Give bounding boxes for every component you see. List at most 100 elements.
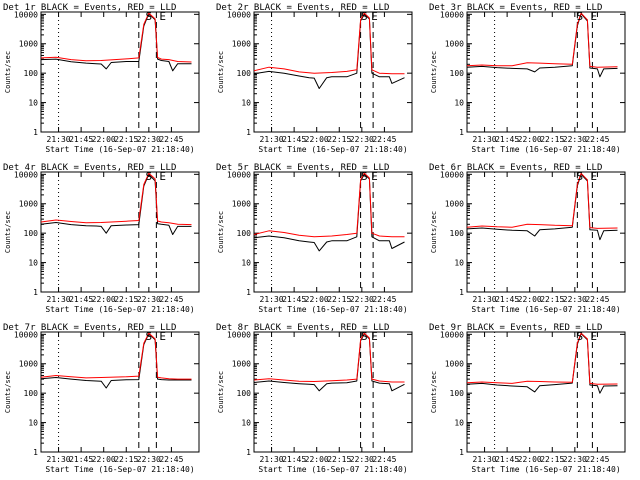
- x-tick-label: 21:30: [260, 135, 284, 144]
- detector-panel-9: Det 9r BLACK = Events, RED = LLD 1 10 100 10…: [429, 323, 626, 474]
- x-tick-label: 21:30: [47, 295, 71, 304]
- x-tick-label: 22:00: [92, 455, 116, 464]
- x-tick-label: 21:30: [47, 455, 71, 464]
- series-line-lld: [253, 332, 405, 383]
- detector-panel-4: Det 4r BLACK = Events, RED = LLD 1 10 100 10…: [3, 163, 200, 314]
- plot-frame: [253, 171, 413, 293]
- plot-frame: [40, 171, 200, 293]
- series-line-events: [253, 333, 405, 392]
- y-tick-label: 100: [450, 69, 465, 78]
- x-axis-label: Start Time (16-Sep-07 21:18:40): [471, 305, 620, 314]
- x-axis-label: Start Time (16-Sep-07 21:18:40): [45, 145, 194, 154]
- x-tick-label: 22:45: [585, 135, 609, 144]
- detector-panel-8: Det 8r BLACK = Events, RED = LLD 1 10 100 10…: [216, 323, 413, 474]
- series-line-lld: [466, 332, 618, 385]
- series-line-lld: [466, 172, 618, 229]
- series-line-events: [466, 173, 618, 241]
- x-tick-label: 22:45: [159, 455, 183, 464]
- y-tick-label: 1: [33, 128, 38, 137]
- x-tick-label: 21:30: [47, 135, 71, 144]
- x-tick-label: 21:45: [495, 135, 519, 144]
- x-tick-label: 22:45: [159, 295, 183, 304]
- y-tick-label: 1: [246, 288, 251, 297]
- series-line-events: [253, 13, 405, 89]
- series-line-lld: [253, 12, 405, 75]
- y-tick-label: 1: [246, 448, 251, 457]
- detector-panel-3: Det 3r BLACK = Events, RED = LLD 1 10 100 10…: [429, 3, 626, 154]
- x-axis-label: Start Time (16-Sep-07 21:18:40): [258, 465, 407, 474]
- interval-annotation: S: [577, 170, 584, 183]
- x-axis-label: Start Time (16-Sep-07 21:18:40): [471, 145, 620, 154]
- plot-frame: [40, 331, 200, 453]
- y-tick-label: 10: [241, 259, 251, 268]
- y-axis-label: Counts/sec: [217, 51, 225, 93]
- x-tick-label: 22:00: [305, 455, 329, 464]
- y-tick-label: 100: [237, 389, 252, 398]
- y-tick-label: 10000: [14, 170, 38, 179]
- y-tick-label: 10000: [227, 170, 251, 179]
- x-axis-label: Start Time (16-Sep-07 21:18:40): [471, 465, 620, 474]
- x-tick-label: 21:45: [495, 295, 519, 304]
- x-tick-label: 22:15: [327, 135, 351, 144]
- interval-annotation: E: [159, 170, 166, 183]
- x-tick-label: 22:00: [518, 455, 542, 464]
- series-line-events: [466, 333, 618, 394]
- x-tick-label: 22:45: [585, 295, 609, 304]
- x-axis-label: Start Time (16-Sep-07 21:18:40): [45, 305, 194, 314]
- series-line-lld: [253, 172, 405, 238]
- y-tick-label: 1000: [19, 200, 38, 209]
- y-tick-label: 1000: [232, 40, 251, 49]
- x-tick-label: 21:45: [282, 455, 306, 464]
- y-tick-label: 1: [459, 448, 464, 457]
- series-line-events: [466, 13, 618, 78]
- x-tick-label: 22:45: [372, 135, 396, 144]
- series-line-events: [40, 173, 192, 235]
- y-axis-label: Counts/sec: [217, 211, 225, 253]
- detector-panel-2: Det 2r BLACK = Events, RED = LLD 1 10 100 10…: [216, 3, 413, 154]
- y-tick-label: 1000: [19, 360, 38, 369]
- x-tick-label: 22:15: [540, 455, 564, 464]
- x-tick-label: 22:00: [305, 135, 329, 144]
- y-tick-label: 10: [28, 259, 38, 268]
- x-tick-label: 22:15: [327, 455, 351, 464]
- x-tick-label: 22:00: [305, 295, 329, 304]
- x-axis-label: Start Time (16-Sep-07 21:18:40): [258, 145, 407, 154]
- y-tick-label: 100: [450, 229, 465, 238]
- interval-annotation: S: [146, 330, 153, 343]
- interval-annotation: E: [590, 10, 597, 23]
- detector-panel-5: Det 5r BLACK = Events, RED = LLD 1 10 100 10…: [216, 163, 413, 314]
- x-tick-label: 22:30: [137, 455, 161, 464]
- interval-annotation: E: [371, 170, 378, 183]
- series-line-lld: [40, 172, 192, 226]
- interval-annotation: S: [361, 330, 368, 343]
- x-tick-label: 21:30: [260, 455, 284, 464]
- x-tick-label: 22:30: [350, 295, 374, 304]
- plot-frame: [466, 11, 626, 133]
- y-tick-label: 10: [454, 99, 464, 108]
- y-tick-label: 10000: [440, 10, 464, 19]
- y-tick-label: 10: [241, 99, 251, 108]
- y-tick-label: 10000: [14, 10, 38, 19]
- y-axis-label: Counts/sec: [430, 371, 438, 413]
- x-tick-label: 22:45: [159, 135, 183, 144]
- y-tick-label: 10: [28, 419, 38, 428]
- series-line-lld: [40, 12, 192, 63]
- x-tick-label: 22:30: [137, 135, 161, 144]
- x-tick-label: 21:30: [473, 295, 497, 304]
- x-axis-label: Start Time (16-Sep-07 21:18:40): [258, 305, 407, 314]
- y-tick-label: 10: [241, 419, 251, 428]
- interval-annotation: S: [361, 170, 368, 183]
- x-tick-label: 21:30: [473, 135, 497, 144]
- y-axis-label: Counts/sec: [430, 211, 438, 253]
- panel-title: Det 6r BLACK = Events, RED = LLD: [429, 163, 602, 173]
- y-tick-label: 10000: [227, 330, 251, 339]
- panel-title: Det 8r BLACK = Events, RED = LLD: [216, 323, 389, 333]
- x-tick-label: 21:45: [282, 295, 306, 304]
- x-tick-label: 22:15: [327, 295, 351, 304]
- x-tick-label: 22:30: [563, 295, 587, 304]
- y-tick-label: 1000: [232, 200, 251, 209]
- y-tick-label: 100: [24, 389, 39, 398]
- y-tick-label: 10: [454, 259, 464, 268]
- y-tick-label: 10000: [227, 10, 251, 19]
- interval-annotation: E: [371, 10, 378, 23]
